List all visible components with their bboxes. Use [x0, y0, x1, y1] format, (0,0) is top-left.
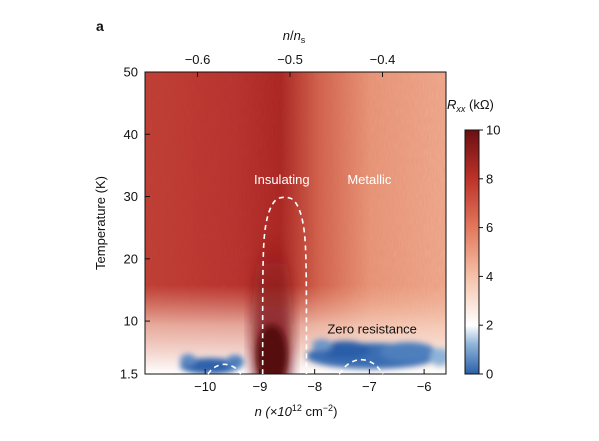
y-axis: 1.5 10 20 30 40 50: [120, 65, 150, 382]
x-top-tick-label: −0.4: [370, 52, 396, 67]
x-tick-label: −6: [417, 379, 432, 394]
annotation: Insulating: [254, 172, 310, 187]
colorbar-tick-label: 6: [486, 220, 493, 235]
x-tick-label: −7: [362, 379, 377, 394]
colorbar-tick-label: 8: [486, 171, 493, 186]
heatmap: [145, 72, 446, 374]
annotations: Insulating Metallic Zero resistance: [254, 172, 417, 336]
x-axis-top: −0.6 −0.5 −0.4: [185, 52, 396, 77]
insulating-dome: [261, 196, 308, 374]
x-top-tick-label: −0.6: [185, 52, 211, 67]
panel-label: a: [96, 18, 104, 34]
colorbar-tick-label: 4: [486, 269, 493, 284]
colorbar: 0 2 4 6 8 10 Rxx (kΩ): [447, 97, 500, 382]
colorbar-gradient: [464, 129, 480, 375]
colorbar-tick-label: 0: [486, 367, 493, 382]
x-tick-label: −9: [253, 379, 268, 394]
y-tick-label: 1.5: [120, 367, 138, 382]
x-tick-label: −10: [194, 379, 216, 394]
colorbar-tick-label: 2: [486, 318, 493, 333]
dashed-boundaries: [207, 196, 384, 375]
x-top-axis-title: n/ns: [283, 28, 306, 45]
colorbar-tick-label: 10: [486, 123, 500, 138]
sc-dome-right: [338, 358, 384, 375]
x-top-tick-label: −0.5: [277, 52, 303, 67]
annotation: Metallic: [347, 172, 392, 187]
colorbar-label: Rxx (kΩ): [447, 97, 494, 114]
x-axis-title: n (×1012 cm−2): [255, 403, 338, 419]
y-tick-label: 10: [124, 314, 138, 329]
y-tick-label: 20: [124, 251, 138, 266]
zero-resistance-regions: [180, 339, 446, 374]
y-tick-label: 40: [124, 127, 138, 142]
x-tick-label: −8: [307, 379, 322, 394]
y-tick-label: 50: [124, 65, 138, 80]
y-axis-title: Temperature (K): [93, 176, 108, 270]
sc-dome-left: [207, 363, 242, 375]
y-tick-label: 30: [124, 189, 138, 204]
plot-frame: [144, 71, 447, 375]
colorbar-ticks: 0 2 4 6 8 10: [479, 123, 500, 382]
annotation: Zero resistance: [327, 322, 417, 337]
x-axis-bottom: −10 −9 −8 −7 −6: [194, 369, 432, 394]
